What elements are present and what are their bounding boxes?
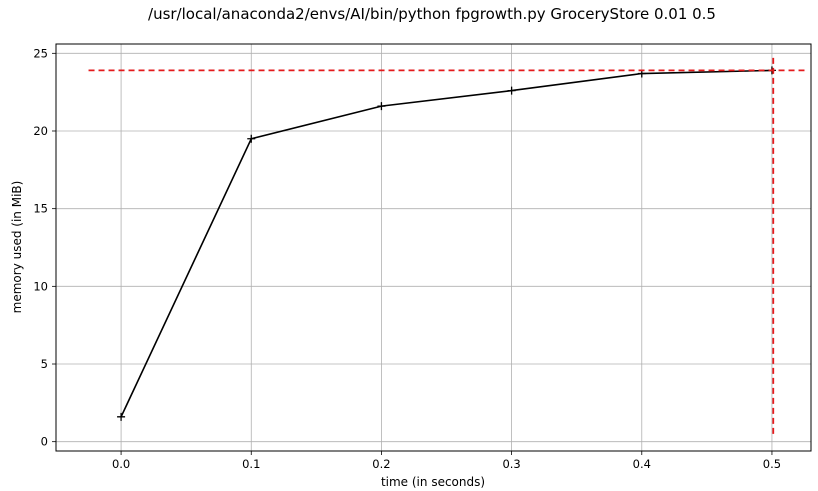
data-point-marker [247, 134, 256, 143]
plot-frame [55, 43, 812, 452]
data-point-marker [507, 86, 516, 95]
y-tick-label: 5 [41, 357, 48, 371]
y-tick-label: 25 [33, 46, 48, 60]
data-point-marker [377, 102, 386, 111]
data-point-marker [117, 412, 126, 421]
y-axis-label: memory used (in MiB) [10, 181, 24, 314]
x-tick-label: 0.4 [633, 457, 651, 471]
x-tick-label: 0.0 [112, 457, 130, 471]
x-tick-label: 0.3 [502, 457, 520, 471]
reference-lines [88, 54, 805, 434]
y-tick-label: 0 [41, 435, 48, 449]
x-tick-label: 0.5 [763, 457, 781, 471]
grid-lines [56, 44, 811, 451]
y-tick-label: 20 [33, 124, 48, 138]
axis-ticks: 0.0 0.1 0.2 0.3 0.4 0.5 0 5 10 15 20 25 [33, 46, 781, 471]
y-tick-label: 15 [33, 202, 48, 216]
y-tick-label: 10 [33, 279, 48, 293]
x-tick-label: 0.1 [242, 457, 260, 471]
data-series [117, 66, 776, 421]
memory-line [120, 69, 772, 418]
chart-title: /usr/local/anaconda2/envs/AI/bin/python … [148, 5, 716, 23]
x-axis-label: time (in seconds) [381, 475, 485, 489]
x-tick-label: 0.2 [372, 457, 390, 471]
